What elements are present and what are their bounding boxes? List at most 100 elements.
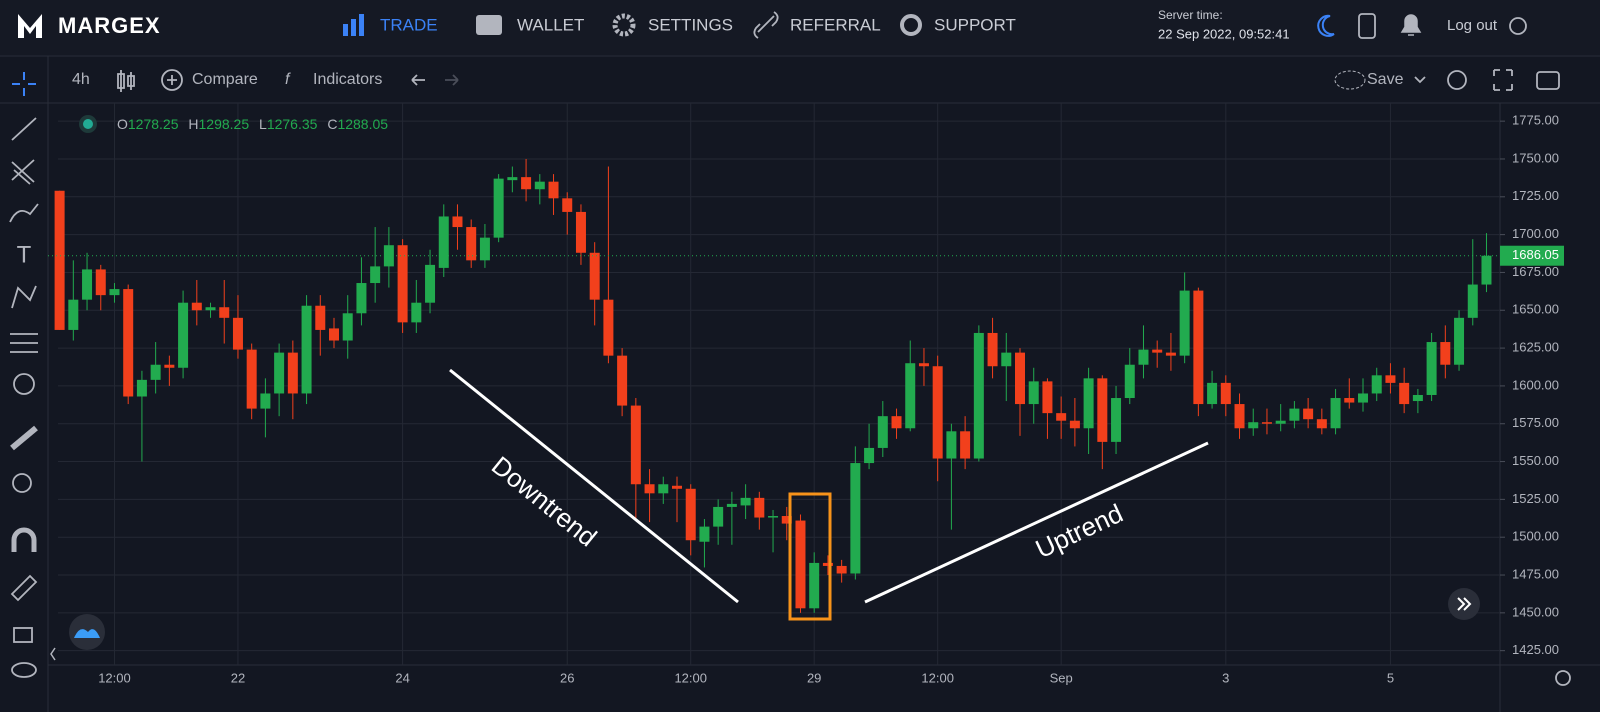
interval[interactable]: 4h: [72, 71, 90, 88]
magnet-tool[interactable]: [11, 527, 37, 552]
candle-body: [507, 177, 518, 181]
compare[interactable]: Compare: [192, 71, 258, 88]
logout[interactable]: Log out: [1447, 17, 1498, 34]
candle-body: [1467, 284, 1478, 318]
ruler-tool[interactable]: [10, 425, 38, 451]
highlight-box: [788, 492, 832, 621]
x-tick-label: 12:00: [674, 670, 707, 685]
y-tick-label: 1450.00: [1512, 604, 1559, 619]
compare-icon[interactable]: [161, 69, 183, 91]
icon: [74, 629, 100, 638]
notifications-icon[interactable]: [1400, 14, 1422, 36]
icon-tool[interactable]: [13, 373, 35, 395]
support-icon: [900, 14, 922, 36]
legend-dot: [83, 119, 93, 129]
candle-body: [287, 352, 298, 394]
candle-body: [809, 562, 820, 609]
candle-body: [1083, 378, 1094, 429]
nav-item[interactable]: SUPPORT: [934, 15, 1016, 34]
nav-item[interactable]: SETTINGS: [648, 15, 733, 34]
candle-body: [1193, 290, 1204, 405]
x-tick-label: 5: [1387, 670, 1394, 685]
candle-body: [1097, 378, 1108, 442]
snapshot[interactable]: [1536, 71, 1560, 90]
crosshair-tool[interactable]: [12, 72, 36, 96]
chart-type[interactable]: [117, 70, 135, 92]
candle-body: [575, 211, 586, 253]
header-bar: [0, 0, 1600, 55]
candle-body: [123, 289, 134, 397]
candle-body: [562, 198, 573, 212]
theme-toggle[interactable]: [1317, 14, 1335, 37]
indicators[interactable]: Indicators: [313, 71, 382, 88]
candle-body: [425, 264, 436, 303]
candle-body: [905, 363, 916, 429]
lock-drawing[interactable]: [10, 574, 38, 602]
nav-trade[interactable]: TRADE: [343, 14, 438, 36]
nav-item[interactable]: TRADE: [380, 15, 438, 34]
legend-key: C: [327, 116, 337, 132]
save[interactable]: Save: [1367, 71, 1404, 88]
y-tick-label: 1475.00: [1512, 566, 1559, 581]
candle-body: [521, 177, 532, 190]
last-price-tag: [1500, 245, 1564, 266]
downtrend-line: [449, 368, 739, 604]
candle-body: [781, 516, 792, 524]
candle-body: [795, 520, 806, 609]
lock-tool[interactable]: [13, 627, 33, 643]
candle-body: [1015, 352, 1025, 405]
candle-body: [232, 317, 243, 350]
candle-body: [164, 364, 175, 368]
candle-body: [932, 366, 943, 459]
candle-body: [1426, 342, 1437, 395]
prediction-tool[interactable]: [10, 333, 38, 353]
candle-body: [850, 463, 861, 574]
save-icon: [1334, 70, 1366, 90]
candle-body: [1001, 352, 1012, 367]
trend-tool[interactable]: [11, 117, 37, 141]
legend-key: H: [188, 116, 198, 132]
pattern-tool[interactable]: [11, 285, 37, 309]
server-time-label: Server time:: [1158, 8, 1223, 22]
candle-body: [95, 269, 106, 296]
nav-item[interactable]: REFERRAL: [790, 15, 881, 34]
candle-body: [1275, 420, 1286, 424]
candle-body: [836, 565, 847, 574]
x-tick-label: 22: [231, 670, 245, 685]
candle-body: [589, 252, 600, 300]
settings[interactable]: [1447, 70, 1467, 90]
axis-settings[interactable]: [1555, 670, 1571, 686]
candle-body: [918, 363, 929, 367]
candle-body: [603, 299, 614, 356]
candle-body: [1289, 408, 1300, 421]
fib-tool[interactable]: [11, 159, 35, 185]
brush-tool[interactable]: [9, 203, 39, 223]
candle-body: [205, 307, 216, 311]
wallet-icon: [476, 15, 502, 35]
redo[interactable]: [445, 74, 459, 86]
nav-item[interactable]: WALLET: [517, 15, 584, 34]
candle-body: [713, 506, 724, 527]
candle-body: [150, 364, 161, 380]
y-tick-label: 1700.00: [1512, 226, 1559, 241]
candle-body: [864, 447, 875, 464]
visibility-tool[interactable]: [11, 662, 37, 678]
uptrend-line: [864, 441, 1209, 604]
text-tool[interactable]: T: [17, 241, 32, 268]
x-tick-label: 12:00: [921, 670, 954, 685]
logout-icon[interactable]: [1509, 17, 1527, 35]
fullscreen[interactable]: [1493, 69, 1513, 91]
legend-value: 1288.05: [337, 116, 388, 132]
zoom-tool[interactable]: [12, 473, 32, 493]
collapse[interactable]: [50, 647, 56, 661]
save-menu[interactable]: [1414, 76, 1426, 84]
candle-body: [1303, 408, 1314, 420]
annotation: Uptrend: [1031, 498, 1128, 564]
icon: [343, 24, 348, 36]
candle-body: [438, 216, 449, 268]
undo[interactable]: [411, 74, 425, 86]
mobile-icon[interactable]: [1358, 13, 1376, 39]
legend-key: O: [117, 116, 128, 132]
